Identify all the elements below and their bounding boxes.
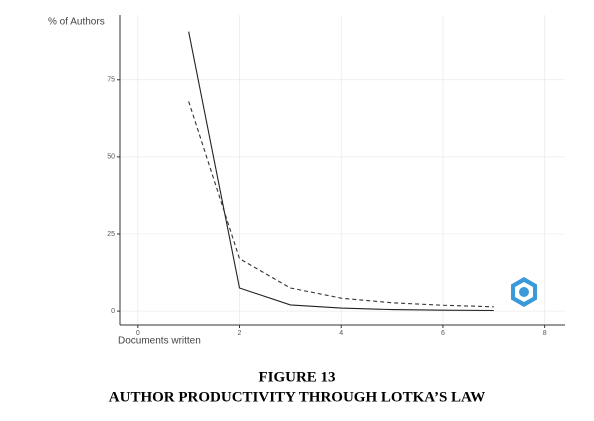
x-axis-label: Documents written: [118, 336, 201, 347]
figure-number: FIGURE 13: [258, 369, 335, 385]
series-line: [188, 31, 494, 312]
y-tick-label: 50: [107, 154, 115, 161]
y-axis-label: % of Authors: [48, 17, 105, 28]
x-tick-label: 4: [339, 330, 343, 337]
logo: [511, 277, 537, 307]
series-line: [188, 101, 494, 308]
x-tick-label: 2: [238, 330, 242, 337]
y-tick-label: 75: [107, 77, 115, 84]
x-tick-label: 6: [441, 330, 445, 337]
x-tick-label: 8: [543, 330, 547, 337]
y-tick-label: 0: [111, 308, 115, 315]
y-tick-label: 25: [107, 231, 115, 238]
x-tick-label: 0: [136, 330, 140, 337]
figure-title: AUTHOR PRODUCTIVITY THROUGH LOTKA’S LAW: [109, 389, 485, 405]
